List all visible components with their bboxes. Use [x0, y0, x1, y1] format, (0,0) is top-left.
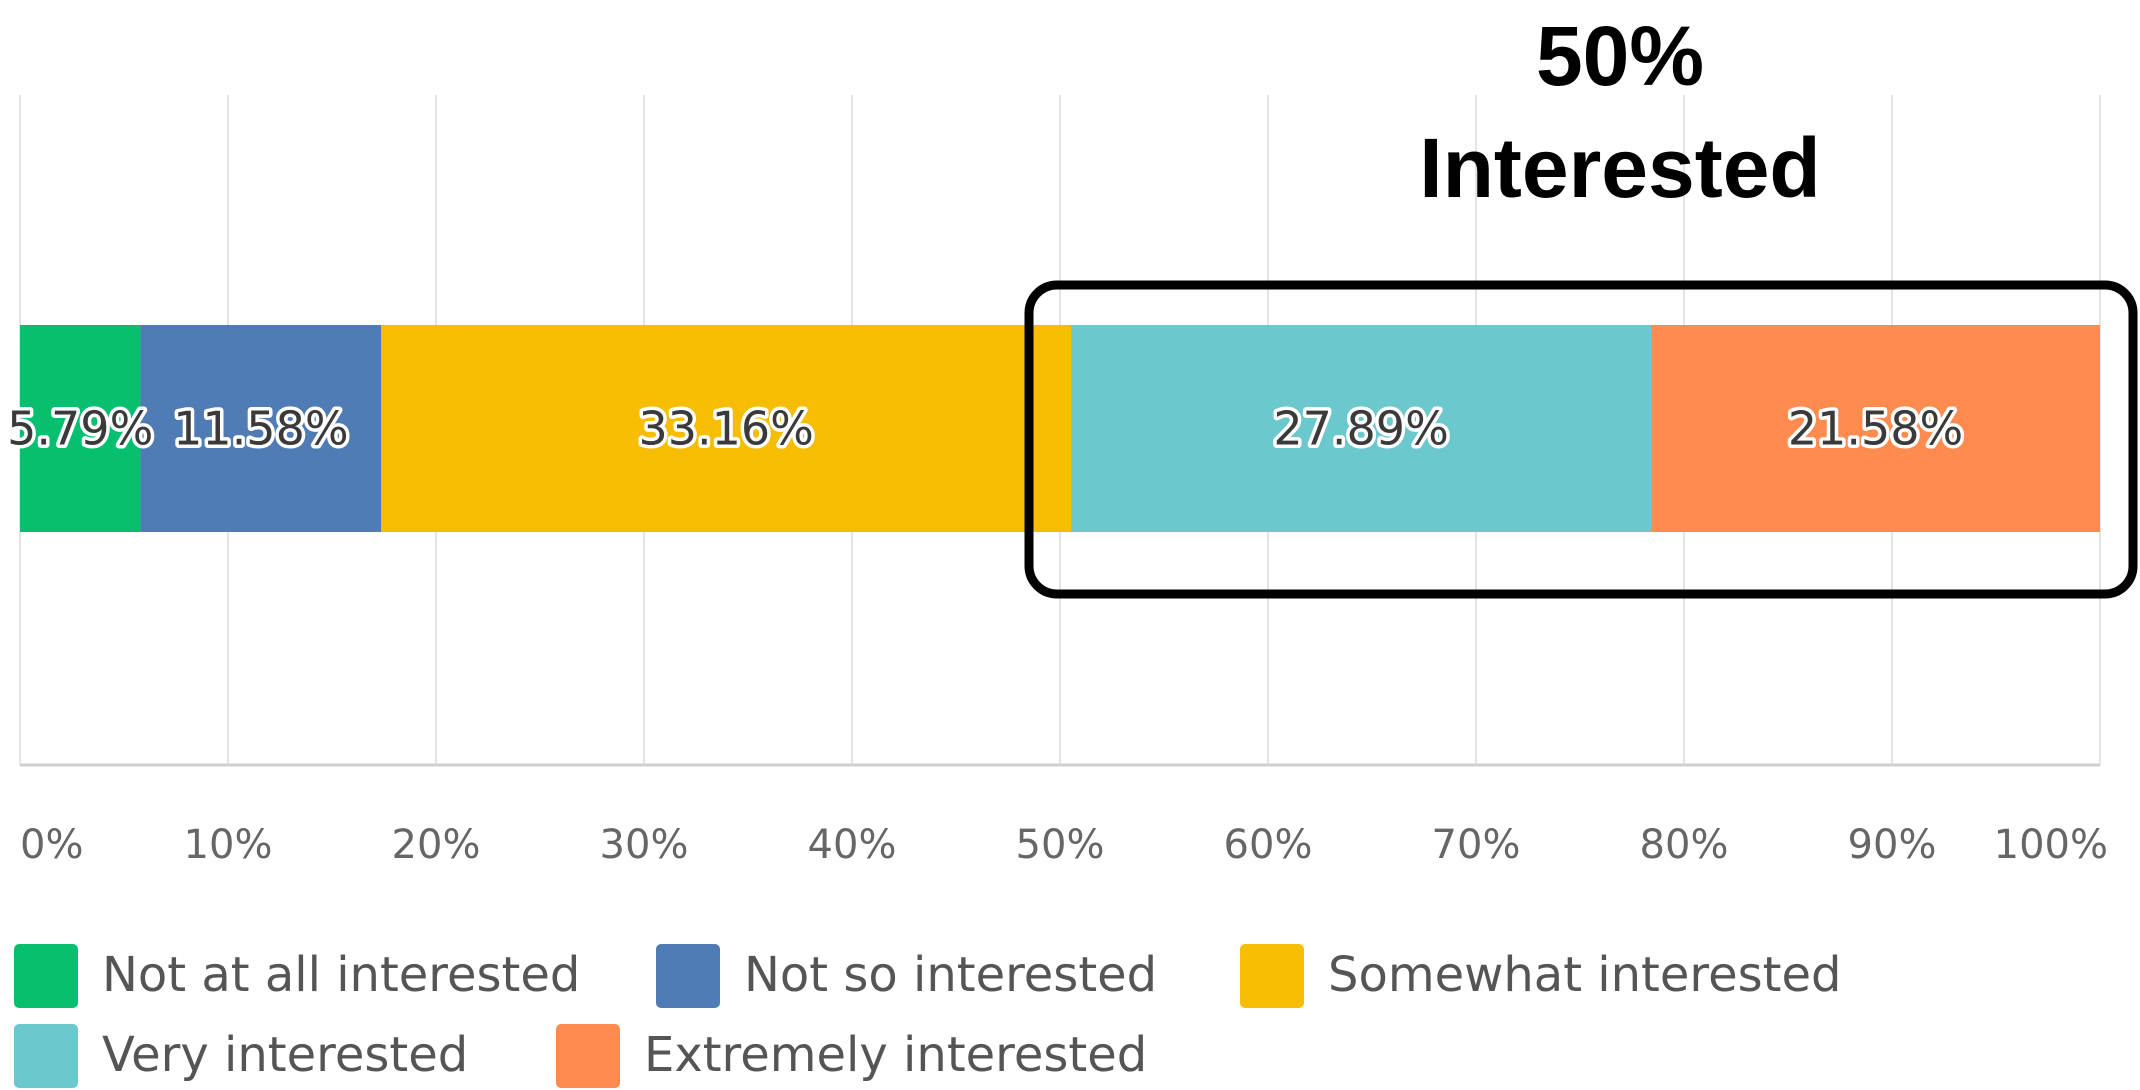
bar-data-label: 27.89% [1273, 402, 1448, 456]
x-tick-label: 60% [1224, 822, 1313, 868]
x-tick-label: 0% [20, 822, 83, 868]
x-axis-tick-labels: 0% 10% 20% 30% 40% 50% 60% 70% 80% 90% 100% [20, 822, 2108, 868]
x-tick-label: 20% [392, 822, 481, 868]
legend-swatch [1240, 944, 1304, 1008]
bar-data-label: 21.58% [1788, 402, 1963, 456]
legend-swatch [14, 944, 78, 1008]
bar-data-label: 11.58% [173, 402, 348, 456]
legend-swatch [556, 1024, 620, 1088]
bar-segment [1071, 325, 1652, 532]
x-tick-label: 80% [1640, 822, 1729, 868]
x-tick-label: 50% [1016, 822, 1105, 868]
highlight-box [1024, 280, 2138, 599]
bar-segments [20, 325, 2100, 532]
bar-data-label: 33.16% [638, 402, 813, 456]
legend-label: Not so interested [744, 947, 1158, 1003]
x-tick-label: 10% [184, 822, 273, 868]
bar-segment [1651, 325, 2100, 532]
x-tick-label: 70% [1432, 822, 1521, 868]
bar-segment [140, 325, 382, 532]
annotation-line-2: Interested [1419, 121, 1821, 215]
legend-label: Extremely interested [644, 1027, 1148, 1083]
x-tick-label: 40% [808, 822, 897, 868]
legend-label: Very interested [102, 1027, 469, 1083]
annotation-line-1: 50% [1535, 9, 1705, 103]
legend-swatch [14, 1024, 78, 1088]
bar-segment [20, 325, 141, 532]
legend-label: Not at all interested [102, 947, 581, 1003]
bar-data-labels: 5.79% 11.58% 33.16% 27.89% 21.58% [4, 398, 1967, 459]
annotation-callout: 50% Interested [1330, 0, 1910, 224]
x-tick-label: 90% [1848, 822, 1937, 868]
legend-swatch [656, 944, 720, 1008]
bar-segment [381, 325, 1072, 532]
bar-data-label: 5.79% [7, 402, 153, 456]
x-tick-label: 30% [600, 822, 689, 868]
x-tick-label: 100% [1994, 822, 2108, 868]
legend-label: Somewhat interested [1328, 947, 1842, 1003]
